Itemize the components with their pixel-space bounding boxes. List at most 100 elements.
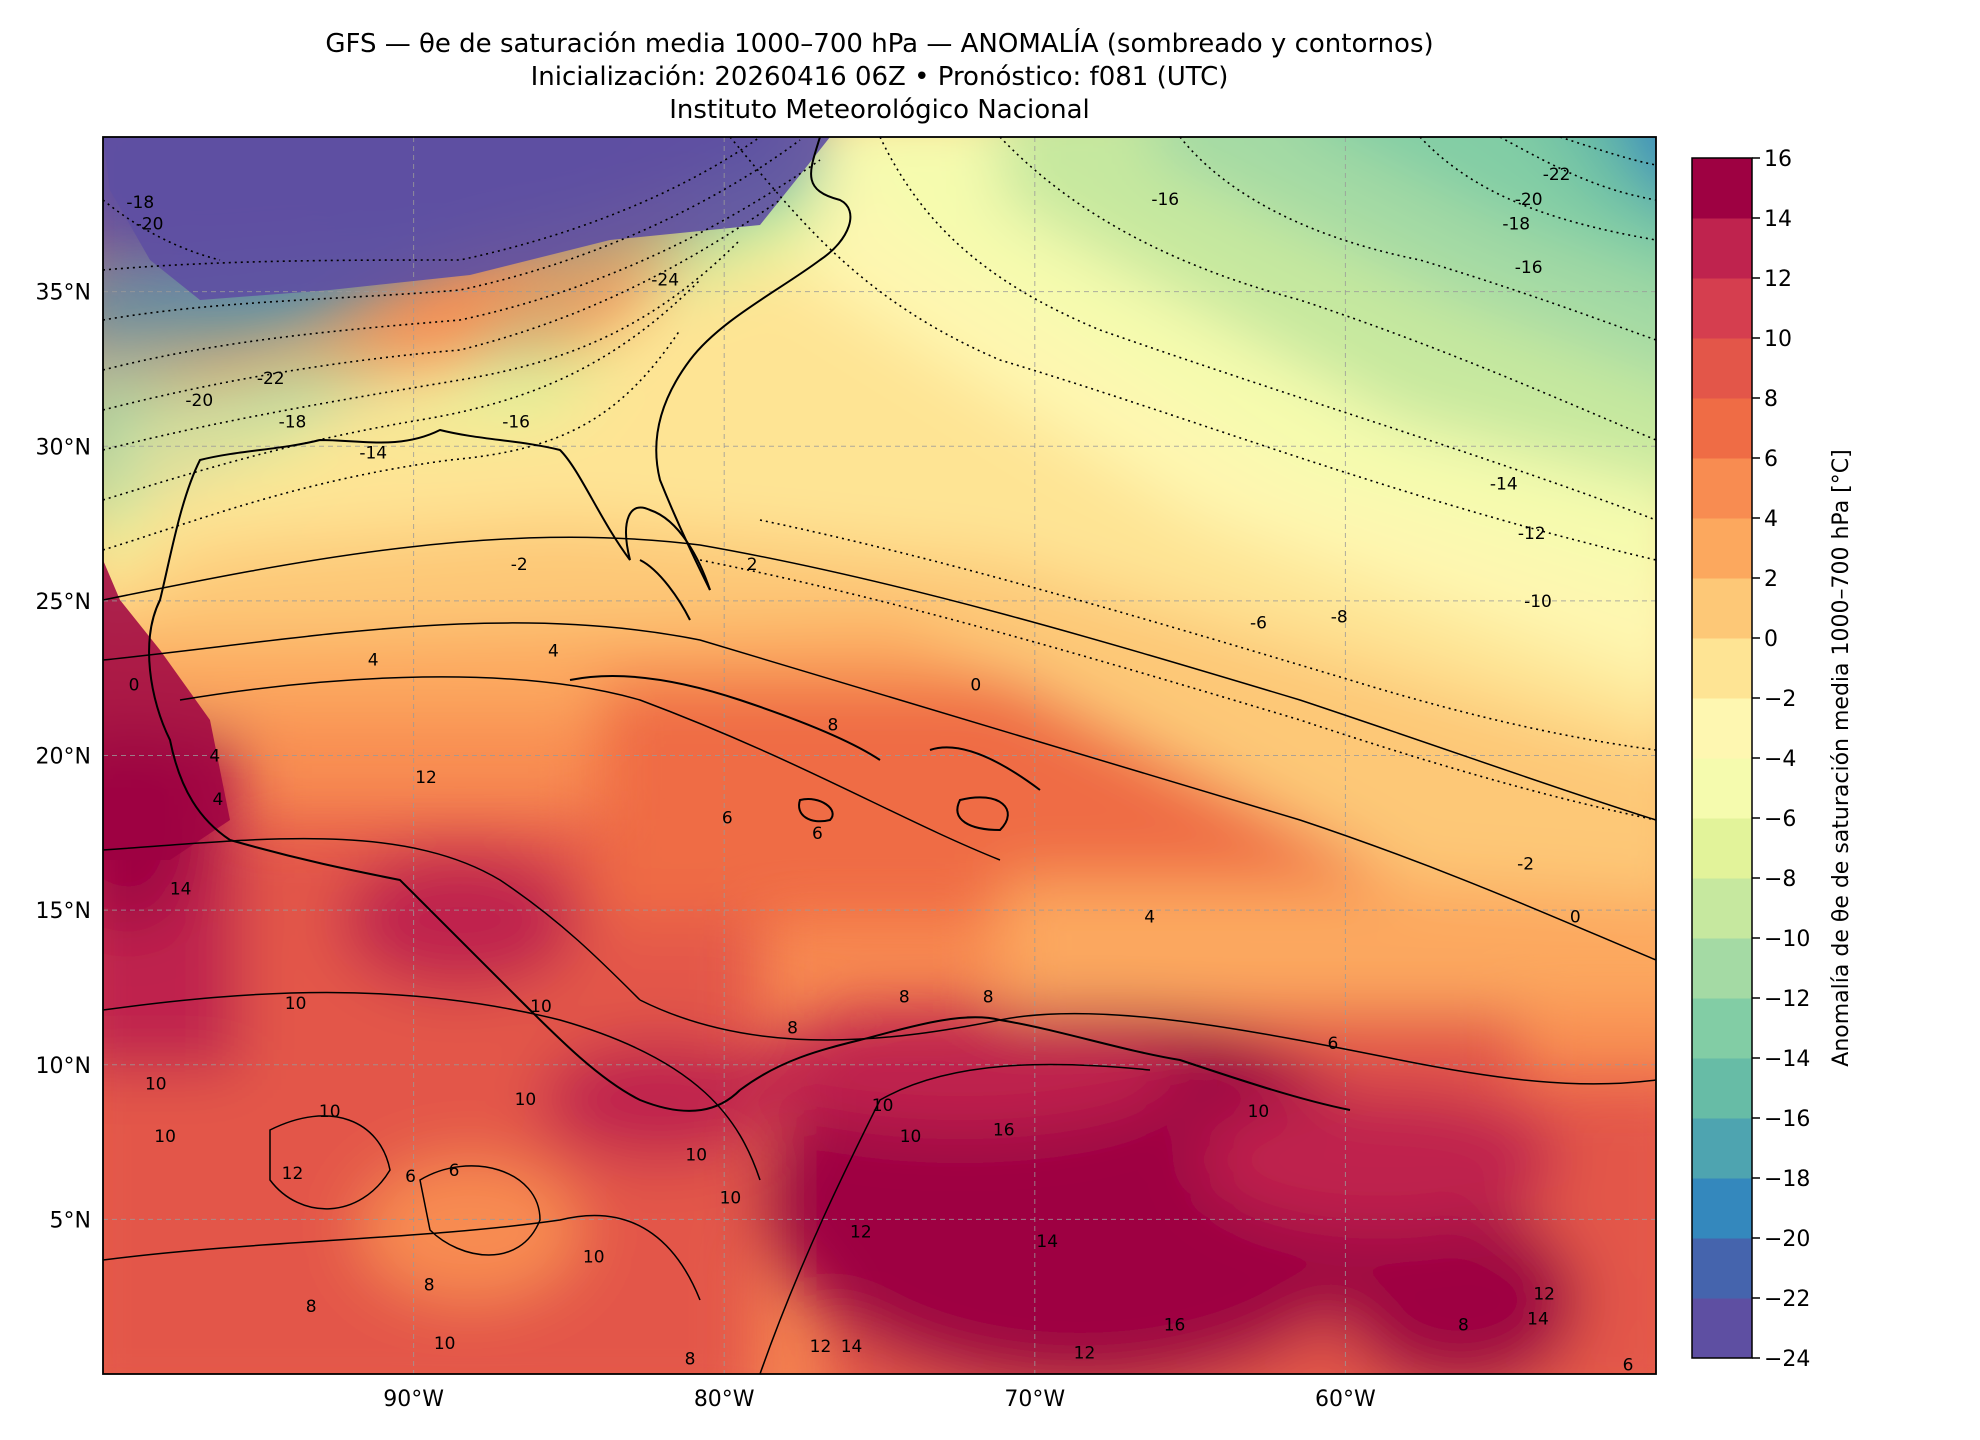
contour-label: 10 — [530, 997, 552, 1017]
colorbar-bin — [1692, 938, 1752, 999]
coastline — [148, 137, 1351, 1112]
colorbar-title: Anomalía de θe de saturación media 1000–… — [1829, 449, 1854, 1066]
colorbar-tick-label: 16 — [1764, 147, 1792, 172]
colorbar-bin — [1692, 158, 1752, 219]
colorbar-bin — [1692, 818, 1752, 879]
contour-label: -16 — [502, 413, 530, 433]
colorbar-tick-label: −10 — [1764, 927, 1810, 952]
colorbar-bin — [1692, 398, 1752, 459]
contour-label: 4 — [1144, 907, 1155, 927]
colorbar-bin — [1692, 278, 1752, 339]
contour-label: -22 — [257, 369, 285, 389]
contour-label: -2 — [1517, 855, 1534, 875]
contour-label: 12 — [282, 1164, 304, 1184]
colorbar-bin — [1692, 1058, 1752, 1119]
colorbar-tick-label: 10 — [1764, 327, 1792, 352]
contour-label: 10 — [720, 1189, 742, 1209]
colorbar-tick-label: −22 — [1764, 1287, 1810, 1312]
contour-label: 10 — [900, 1127, 922, 1147]
contour-label: -18 — [126, 193, 154, 213]
contour-label: 4 — [213, 790, 224, 810]
colorbar-bin — [1692, 698, 1752, 759]
colorbar-tick-label: 6 — [1764, 447, 1778, 472]
colorbar-tick-label: −16 — [1764, 1107, 1810, 1132]
contour-label: 10 — [285, 994, 307, 1014]
lat-tick-label: 30°N — [36, 435, 91, 460]
contour-label: 0 — [1570, 907, 1581, 927]
contour-label: -22 — [1543, 165, 1571, 185]
contour-label: -18 — [1502, 215, 1530, 235]
colorbar-tick-label: 2 — [1764, 567, 1778, 592]
contour-label: 14 — [1527, 1309, 1549, 1329]
colorbar-tick-label: 12 — [1764, 267, 1792, 292]
colorbar-tick-label: 4 — [1764, 507, 1778, 532]
contour-label: 16 — [993, 1121, 1015, 1141]
colorbar-bin — [1692, 758, 1752, 819]
colorbar-tick-label: −24 — [1764, 1347, 1810, 1372]
contour-label: 8 — [983, 988, 994, 1008]
colorbar-bin — [1692, 1118, 1752, 1179]
contour-label: 10 — [145, 1074, 167, 1094]
contour-label: 8 — [827, 716, 838, 736]
contour-label: -20 — [136, 215, 164, 235]
map-frame — [102, 136, 1657, 1375]
colorbar-bin — [1692, 338, 1752, 399]
contour-label: -14 — [359, 443, 387, 463]
title-line-3: Instituto Meteorológico Nacional — [669, 95, 1090, 125]
contour-label: 14 — [1036, 1232, 1058, 1252]
lon-tick-label: 70°W — [1004, 1387, 1065, 1412]
anomaly-contours — [103, 536, 1656, 1374]
contour-label: 0 — [129, 675, 140, 695]
contour-label: 6 — [1328, 1034, 1339, 1054]
contour-label: 10 — [872, 1096, 894, 1116]
lat-tick-label: 5°N — [50, 1208, 91, 1233]
contour-label: 6 — [1623, 1356, 1634, 1376]
colorbar-tick-label: −20 — [1764, 1227, 1810, 1252]
contour-label: -20 — [1515, 190, 1543, 210]
colorbar-bin — [1692, 1298, 1752, 1359]
lon-tick-label: 80°W — [694, 1387, 755, 1412]
contour-label: -6 — [1250, 614, 1267, 634]
contour-label: 10 — [685, 1145, 707, 1165]
colorbar-tick-label: 14 — [1764, 207, 1792, 232]
contour-label: 16 — [1164, 1316, 1186, 1336]
lat-tick-label: 10°N — [36, 1054, 91, 1079]
map-gridlines — [103, 137, 1656, 1374]
colorbar-tick-label: −14 — [1764, 1047, 1810, 1072]
contour-label: -16 — [1515, 258, 1543, 278]
colorbar-tick-label: −6 — [1764, 807, 1796, 832]
contour-label: -2 — [511, 555, 528, 575]
lat-tick-label: 15°N — [36, 899, 91, 924]
contour-label: 6 — [405, 1167, 416, 1187]
contour-label: 12 — [810, 1337, 832, 1357]
colorbar-tick-label: −8 — [1764, 867, 1796, 892]
colorbar-tick-label: 0 — [1764, 627, 1778, 652]
contour-labels: -22-20-18-16-16-14-12-10-8-6-200-24-22-2… — [126, 165, 1633, 1376]
contour-label: 8 — [1458, 1316, 1469, 1336]
contour-label: 8 — [424, 1275, 435, 1295]
contour-label: -18 — [279, 413, 307, 433]
anomaly-contours-dotted — [103, 137, 1656, 821]
colorbar-bin — [1692, 518, 1752, 579]
contour-label: 12 — [1074, 1343, 1096, 1363]
contour-label: 10 — [319, 1102, 341, 1122]
colorbar-tick-label: 8 — [1764, 387, 1778, 412]
axis-ticks: 90°W 80°W 70°W 60°W 5°N 10°N 15°N 20°N 25°N 30°N 3… — [36, 281, 1376, 1412]
colorbar-tick-label: −4 — [1764, 747, 1796, 772]
contour-label: 6 — [449, 1161, 460, 1181]
colorbar-bin — [1692, 1238, 1752, 1299]
colorbar-bin — [1692, 1178, 1752, 1239]
title-line-1: GFS — θe de saturación media 1000–700 hP… — [325, 29, 1434, 59]
colorbar-tick-label: −12 — [1764, 987, 1810, 1012]
contour-label: 10 — [154, 1127, 176, 1147]
colorbar-tick-label: −18 — [1764, 1167, 1810, 1192]
colorbar-bin — [1692, 878, 1752, 939]
contour-label: 10 — [1248, 1102, 1270, 1122]
contour-label: -16 — [1151, 190, 1179, 210]
contour-label: 10 — [515, 1090, 537, 1110]
contour-label: 4 — [368, 651, 379, 671]
contour-label: -10 — [1524, 592, 1552, 612]
contour-label: 8 — [787, 1019, 798, 1039]
colorbar-tick-label: −2 — [1764, 687, 1796, 712]
contour-label: -24 — [651, 270, 679, 290]
